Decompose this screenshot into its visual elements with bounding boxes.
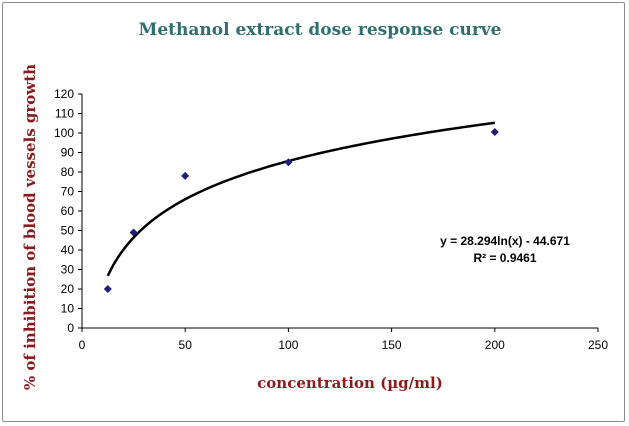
trendline-equation: y = 28.294ln(x) - 44.671 (440, 234, 570, 248)
trendline-r-squared: R² = 0.9461 (473, 251, 537, 265)
x-tick-label: 0 (79, 338, 86, 352)
trendline (106, 121, 495, 277)
y-tick-label: 110 (55, 107, 74, 121)
y-tick-label: 100 (54, 126, 74, 140)
y-tick-label: 70 (61, 185, 75, 199)
x-axis: 0 50 100 150 200 250 (79, 327, 608, 352)
data-point (490, 128, 499, 137)
y-tick-label: 50 (61, 224, 75, 238)
x-tick-label: 250 (588, 338, 608, 352)
chart-title: Methanol extract dose response curve (138, 20, 502, 40)
x-tick-label: 50 (179, 338, 193, 352)
y-tick-label: 30 (61, 263, 75, 277)
y-axis: 0 10 20 30 40 50 60 70 80 90 100 110 120 (54, 87, 83, 335)
y-tick-label: 120 (54, 87, 74, 101)
data-point (129, 228, 138, 237)
y-tick-label: 20 (61, 282, 75, 296)
chart-frame (2, 2, 625, 422)
data-point (103, 285, 112, 293)
x-tick-label: 150 (382, 338, 402, 352)
y-axis-label: % of inhibition of blood vessels growth (21, 63, 39, 391)
trendline-annotation: y = 28.294ln(x) - 44.671 R² = 0.9461 (420, 233, 590, 267)
y-tick-label: 0 (67, 321, 74, 335)
x-tick-label: 100 (278, 338, 298, 352)
y-tick-label: 10 (61, 302, 75, 316)
data-points (103, 128, 499, 293)
x-axis-label: concentration (µg/ml) (257, 374, 443, 392)
data-point (181, 171, 190, 180)
trendline-curve (106, 121, 495, 277)
y-tick-label: 40 (61, 243, 75, 257)
y-tick-label: 90 (61, 146, 75, 160)
data-point (284, 158, 293, 167)
x-tick-label: 200 (485, 338, 505, 352)
y-tick-label: 80 (61, 165, 75, 179)
y-tick-label: 60 (61, 204, 75, 218)
